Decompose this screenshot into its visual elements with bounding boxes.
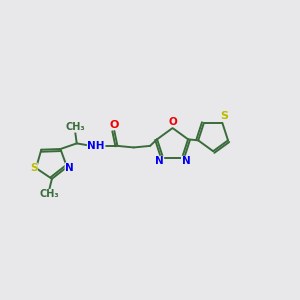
Text: N: N <box>65 163 74 173</box>
Text: S: S <box>30 163 37 173</box>
Text: N: N <box>155 156 164 166</box>
Text: N: N <box>182 156 190 166</box>
Text: NH: NH <box>87 141 105 151</box>
Text: O: O <box>168 117 177 127</box>
Text: S: S <box>220 111 228 121</box>
Text: O: O <box>110 120 119 130</box>
Text: CH₃: CH₃ <box>65 122 85 132</box>
Text: CH₃: CH₃ <box>40 190 59 200</box>
